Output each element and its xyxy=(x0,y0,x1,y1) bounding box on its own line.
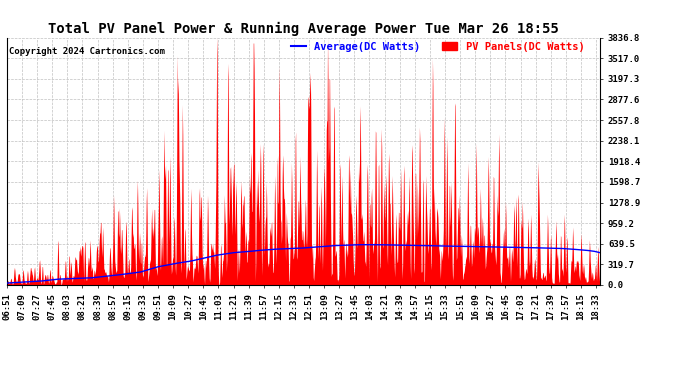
Text: Copyright 2024 Cartronics.com: Copyright 2024 Cartronics.com xyxy=(8,46,164,56)
Title: Total PV Panel Power & Running Average Power Tue Mar 26 18:55: Total PV Panel Power & Running Average P… xyxy=(48,22,559,36)
Legend: Average(DC Watts), PV Panels(DC Watts): Average(DC Watts), PV Panels(DC Watts) xyxy=(286,38,589,56)
